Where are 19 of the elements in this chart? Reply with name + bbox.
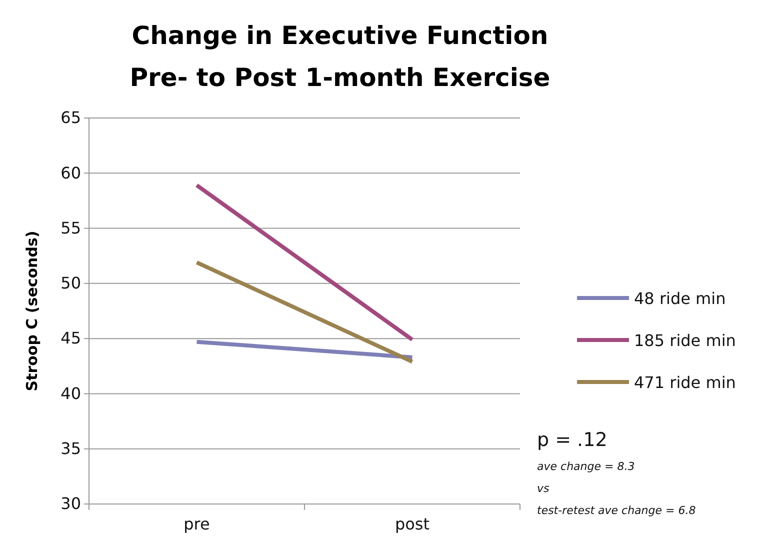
- y-tick-label: 45: [60, 328, 81, 348]
- x-tick-label: post: [394, 514, 430, 534]
- chart-title: Change in Executive Function Pre- to Post 1-month Exercise: [130, 21, 550, 92]
- legend-label: 185 ride min: [634, 331, 736, 350]
- y-axis-title: Stroop C (seconds): [23, 230, 41, 392]
- text: p = .12: [537, 429, 608, 451]
- text: vs: [537, 482, 550, 495]
- text: test-retest ave change = 6.8: [537, 504, 696, 517]
- y-tick-label: 65: [60, 108, 81, 128]
- text: ave change = 8.3: [537, 460, 635, 473]
- legend-label: 471 ride min: [634, 373, 736, 392]
- legend-label: 48 ride min: [634, 289, 726, 308]
- y-tick-label: 35: [60, 438, 81, 458]
- y-tick-label: 60: [60, 163, 81, 182]
- y-tick-label: 50: [60, 274, 81, 293]
- y-tick-label: 30: [60, 494, 81, 514]
- x-tick-label: pre: [184, 514, 210, 534]
- y-tick-label: 40: [60, 384, 81, 403]
- y-tick-label: 55: [60, 218, 81, 238]
